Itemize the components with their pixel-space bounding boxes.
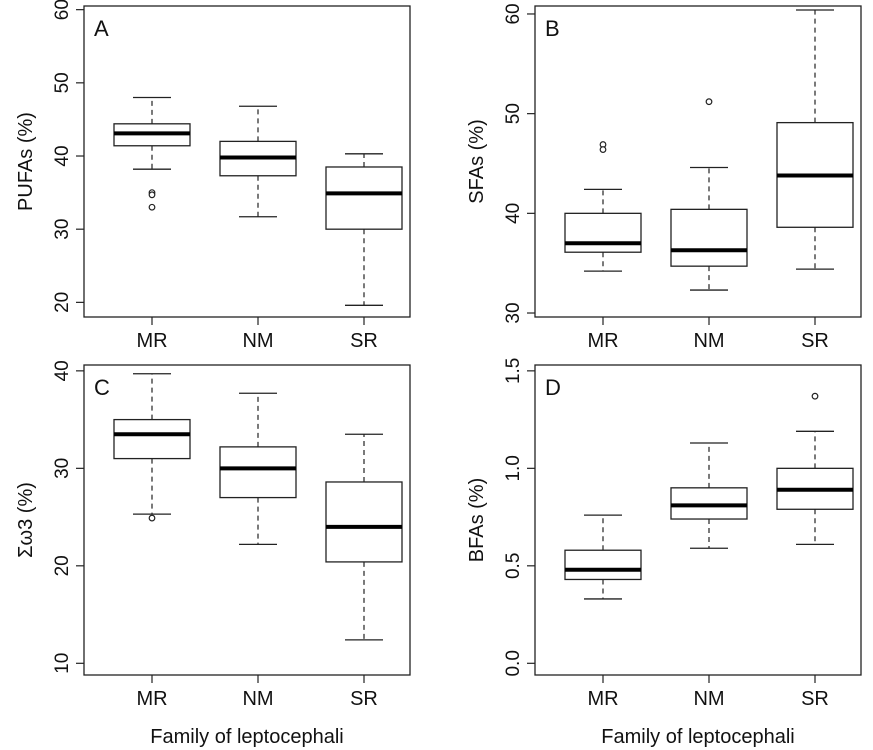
outlier-point bbox=[599, 146, 607, 153]
box-mr bbox=[113, 373, 191, 522]
y-tick-label: 0.5 bbox=[503, 553, 524, 579]
box-nm bbox=[670, 442, 748, 549]
x-tick-label: SR bbox=[350, 688, 378, 710]
x-axis-label: Family of leptocephali bbox=[601, 726, 794, 748]
box-mr bbox=[564, 514, 642, 600]
x-tick-label: MR bbox=[136, 330, 167, 352]
outlier-point bbox=[148, 203, 156, 211]
outlier-point bbox=[705, 98, 713, 106]
y-tick-label: 50 bbox=[503, 103, 524, 124]
plot-frame bbox=[83, 5, 411, 318]
y-tick-label: 0.0 bbox=[503, 650, 524, 676]
outlier-point bbox=[148, 514, 156, 522]
x-tick-label: MR bbox=[587, 688, 618, 710]
y-tick-label: 20 bbox=[52, 292, 73, 313]
y-tick-label: 60 bbox=[52, 0, 73, 20]
x-tick-label: NM bbox=[693, 688, 724, 710]
y-tick-label: 30 bbox=[52, 219, 73, 240]
interquartile-box bbox=[564, 212, 642, 253]
chart-panel-b: B 30 40 50 60 SFAs (%) MR NM SR bbox=[466, 3, 862, 352]
plot-frame bbox=[534, 364, 862, 676]
y-axis-label: Σω3 (%) bbox=[15, 482, 37, 558]
x-tick-label: NM bbox=[242, 688, 273, 710]
interquartile-box bbox=[325, 481, 403, 563]
y-tick-label: 1.5 bbox=[503, 358, 524, 384]
panel-label: B bbox=[545, 16, 560, 41]
chart-panel-a: A 20 30 40 50 60 PUFAs (%) MR NM SR bbox=[15, 0, 411, 352]
box-mr bbox=[113, 96, 191, 211]
y-tick-label: 40 bbox=[503, 203, 524, 224]
x-tick-label: NM bbox=[242, 330, 273, 352]
y-tick-label: 40 bbox=[52, 145, 73, 166]
interquartile-box bbox=[325, 166, 403, 230]
interquartile-box bbox=[564, 549, 642, 581]
box-sr bbox=[776, 9, 854, 270]
panel-label: A bbox=[94, 16, 109, 41]
box-sr bbox=[325, 433, 403, 641]
y-tick-label: 50 bbox=[52, 72, 73, 93]
x-tick-label: SR bbox=[801, 330, 829, 352]
x-tick-label: MR bbox=[587, 330, 618, 352]
chart-panel-c: C 10 20 30 40 Σω3 (%) MR NM SR Family of leptocep… bbox=[15, 360, 411, 748]
x-tick-label: SR bbox=[801, 688, 829, 710]
chart-panel-d: D 0.0 0.5 1.0 1.5 BFAs (%) MR NM SR Family of lep… bbox=[466, 358, 862, 748]
plot-frame bbox=[83, 364, 411, 676]
interquartile-box bbox=[113, 418, 191, 460]
box-sr bbox=[325, 153, 403, 306]
y-tick-label: 30 bbox=[503, 302, 524, 323]
outlier-point bbox=[148, 191, 156, 199]
y-tick-label: 60 bbox=[503, 3, 524, 24]
y-tick-label: 40 bbox=[52, 360, 73, 381]
panel-label: D bbox=[545, 375, 561, 400]
x-tick-label: NM bbox=[693, 330, 724, 352]
x-tick-label: MR bbox=[136, 688, 167, 710]
y-axis-label: SFAs (%) bbox=[466, 119, 488, 203]
x-axis-label: Family of leptocephali bbox=[150, 726, 343, 748]
y-tick-label: 1.0 bbox=[503, 455, 524, 481]
y-tick-label: 20 bbox=[52, 555, 73, 576]
y-tick-label: 10 bbox=[52, 653, 73, 674]
panel-label: C bbox=[94, 375, 110, 400]
interquartile-box bbox=[219, 446, 297, 499]
box-nm bbox=[219, 392, 297, 546]
box-nm bbox=[219, 105, 297, 218]
box-nm bbox=[670, 98, 748, 291]
y-axis-label: BFAs (%) bbox=[466, 478, 488, 562]
box-mr bbox=[564, 141, 642, 272]
y-axis-label: PUFAs (%) bbox=[15, 112, 37, 211]
plot-frame bbox=[534, 5, 862, 318]
outlier-point bbox=[811, 392, 819, 400]
y-tick-label: 30 bbox=[52, 458, 73, 479]
box-sr bbox=[776, 392, 854, 546]
x-tick-label: SR bbox=[350, 330, 378, 352]
interquartile-box bbox=[670, 208, 748, 267]
